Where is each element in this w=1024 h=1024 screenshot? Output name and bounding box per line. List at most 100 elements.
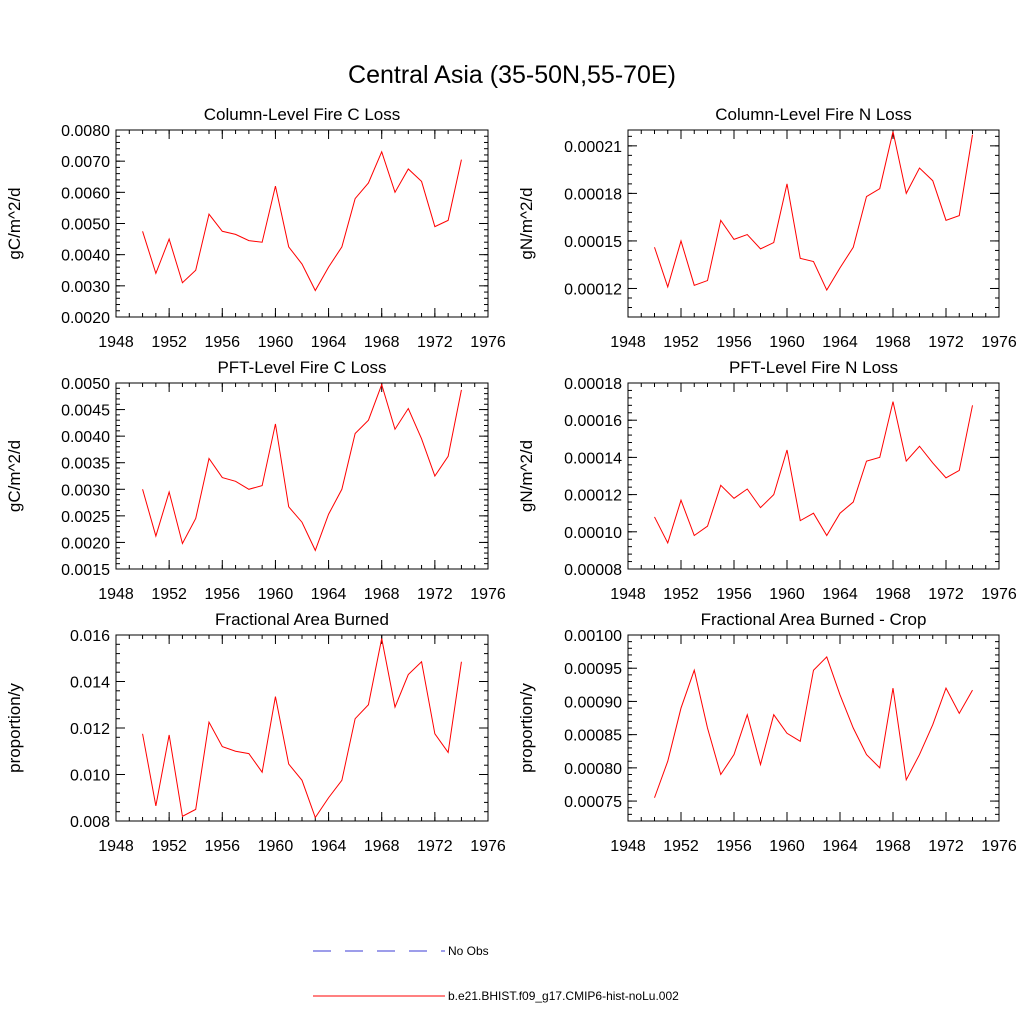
- y-tick-label: 0.0040: [61, 248, 110, 265]
- y-tick-label: 0.0040: [61, 429, 110, 446]
- x-tick-label: 1948: [610, 334, 646, 351]
- y-tick-label: 0.00090: [564, 694, 622, 711]
- x-tick-label: 1972: [417, 586, 453, 603]
- x-tick-label: 1972: [417, 334, 453, 351]
- y-tick-label: 0.0050: [61, 376, 110, 393]
- y-tick-label: 0.00018: [564, 376, 622, 393]
- y-tick-label: 0.0030: [61, 279, 110, 296]
- chart-panel-1: 1948 1952 1956 1960 1964 1968 1972 1976 0.0020 0.…: [5, 105, 506, 351]
- x-tick-label: 1968: [875, 334, 911, 351]
- x-tick-label: 1948: [610, 838, 646, 855]
- x-tick-label: 1964: [311, 586, 347, 603]
- y-tick-label: 0.00075: [564, 794, 622, 811]
- x-tick-label: 1964: [822, 838, 858, 855]
- x-tick-label: 1948: [98, 838, 134, 855]
- y-tick-label: 0.010: [70, 768, 110, 785]
- legend-label-model: b.e21.BHIST.f09_g17.CMIP6-hist-noLu.002: [448, 989, 679, 1003]
- x-tick-label: 1960: [258, 334, 294, 351]
- x-tick-label: 1956: [716, 838, 752, 855]
- x-tick-label: 1976: [981, 334, 1017, 351]
- y-axis-label: gC/m^2/d: [5, 187, 24, 259]
- x-tick-label: 1972: [417, 838, 453, 855]
- y-tick-label: 0.00095: [564, 661, 622, 678]
- x-tick-label: 1952: [663, 586, 699, 603]
- x-tick-label: 1968: [364, 586, 400, 603]
- y-tick-label: 0.0045: [61, 403, 110, 420]
- x-tick-label: 1948: [610, 586, 646, 603]
- x-tick-label: 1964: [822, 334, 858, 351]
- x-tick-label: 1964: [311, 838, 347, 855]
- chart-panel-3: 1948 1952 1956 1960 1964 1968 1972 1976 0.0015 0.…: [5, 358, 506, 603]
- y-tick-label: 0.0080: [61, 123, 110, 140]
- figure-title: Central Asia (35-50N,55-70E): [348, 61, 676, 89]
- y-tick-label: 0.00100: [564, 628, 622, 645]
- x-tick-label: 1964: [311, 334, 347, 351]
- x-tick-label: 1976: [470, 838, 506, 855]
- y-tick-label: 0.00015: [564, 234, 622, 251]
- panels-group: 1948 1952 1956 1960 1964 1968 1972 1976 0.0020 0.…: [5, 105, 1017, 855]
- x-tick-label: 1956: [204, 334, 240, 351]
- plot-frame: [627, 634, 1000, 822]
- x-tick-label: 1956: [716, 334, 752, 351]
- x-tick-label: 1956: [716, 586, 752, 603]
- x-tick-label: 1964: [822, 586, 858, 603]
- x-tick-label: 1948: [98, 334, 134, 351]
- y-axis-label: proportion/y: [5, 683, 24, 773]
- y-tick-label: 0.012: [70, 721, 110, 738]
- panel-title: Column-Level Fire N Loss: [715, 105, 912, 124]
- y-tick-label: 0.0050: [61, 217, 110, 234]
- y-tick-label: 0.0035: [61, 456, 110, 473]
- x-tick-label: 1960: [258, 586, 294, 603]
- x-tick-label: 1956: [204, 586, 240, 603]
- series-line: [654, 131, 973, 292]
- x-tick-label: 1968: [364, 838, 400, 855]
- y-tick-label: 0.00016: [564, 413, 622, 430]
- x-tick-label: 1956: [204, 838, 240, 855]
- panel-title: Fractional Area Burned: [215, 610, 389, 629]
- x-tick-label: 1976: [470, 334, 506, 351]
- chart-panel-6: 1948 1952 1956 1960 1964 1968 1972 1976 0.00075 0…: [517, 610, 1017, 855]
- y-axis-label: proportion/y: [517, 683, 536, 773]
- plot-frame: [115, 129, 489, 318]
- x-tick-label: 1960: [769, 586, 805, 603]
- y-tick-label: 0.0025: [61, 509, 110, 526]
- x-tick-label: 1960: [258, 838, 294, 855]
- y-axis-label: gC/m^2/d: [5, 440, 24, 512]
- x-tick-label: 1976: [981, 586, 1017, 603]
- chart-panel-5: 1948 1952 1956 1960 1964 1968 1972 1976 0.008 0.0…: [5, 610, 506, 855]
- plot-frame: [627, 129, 1000, 318]
- y-tick-label: 0.00085: [564, 728, 622, 745]
- panel-title: PFT-Level Fire N Loss: [729, 358, 898, 377]
- y-tick-label: 0.0020: [61, 310, 110, 327]
- x-tick-label: 1952: [151, 334, 187, 351]
- series-line: [654, 401, 973, 545]
- x-tick-label: 1952: [151, 586, 187, 603]
- series-line: [142, 383, 462, 552]
- y-tick-label: 0.00012: [564, 488, 622, 505]
- x-tick-label: 1976: [470, 586, 506, 603]
- y-axis-label: gN/m^2/d: [517, 187, 536, 259]
- y-tick-label: 0.0030: [61, 482, 110, 499]
- x-tick-label: 1952: [151, 838, 187, 855]
- legend: No Obs b.e21.BHIST.f09_g17.CMIP6-hist-no…: [313, 944, 679, 1003]
- y-tick-label: 0.008: [70, 814, 110, 831]
- x-tick-label: 1968: [875, 586, 911, 603]
- y-tick-label: 0.00012: [564, 281, 622, 298]
- y-tick-label: 0.00008: [564, 562, 622, 579]
- panel-title: Fractional Area Burned - Crop: [701, 610, 927, 629]
- x-tick-label: 1960: [769, 838, 805, 855]
- chart-panel-4: 1948 1952 1956 1960 1964 1968 1972 1976 0.00008 0…: [517, 358, 1017, 603]
- panel-title: PFT-Level Fire C Loss: [217, 358, 386, 377]
- y-tick-label: 0.014: [70, 675, 110, 692]
- y-tick-label: 0.0070: [61, 154, 110, 171]
- x-tick-label: 1948: [98, 586, 134, 603]
- plot-frame: [115, 634, 489, 822]
- y-axis-label: gN/m^2/d: [517, 440, 536, 512]
- legend-label-no-obs: No Obs: [448, 944, 489, 958]
- plot-frame: [115, 382, 489, 570]
- y-tick-label: 0.00018: [564, 186, 622, 203]
- y-tick-label: 0.0060: [61, 185, 110, 202]
- y-tick-label: 0.00021: [564, 139, 622, 156]
- x-tick-label: 1952: [663, 334, 699, 351]
- x-tick-label: 1952: [663, 838, 699, 855]
